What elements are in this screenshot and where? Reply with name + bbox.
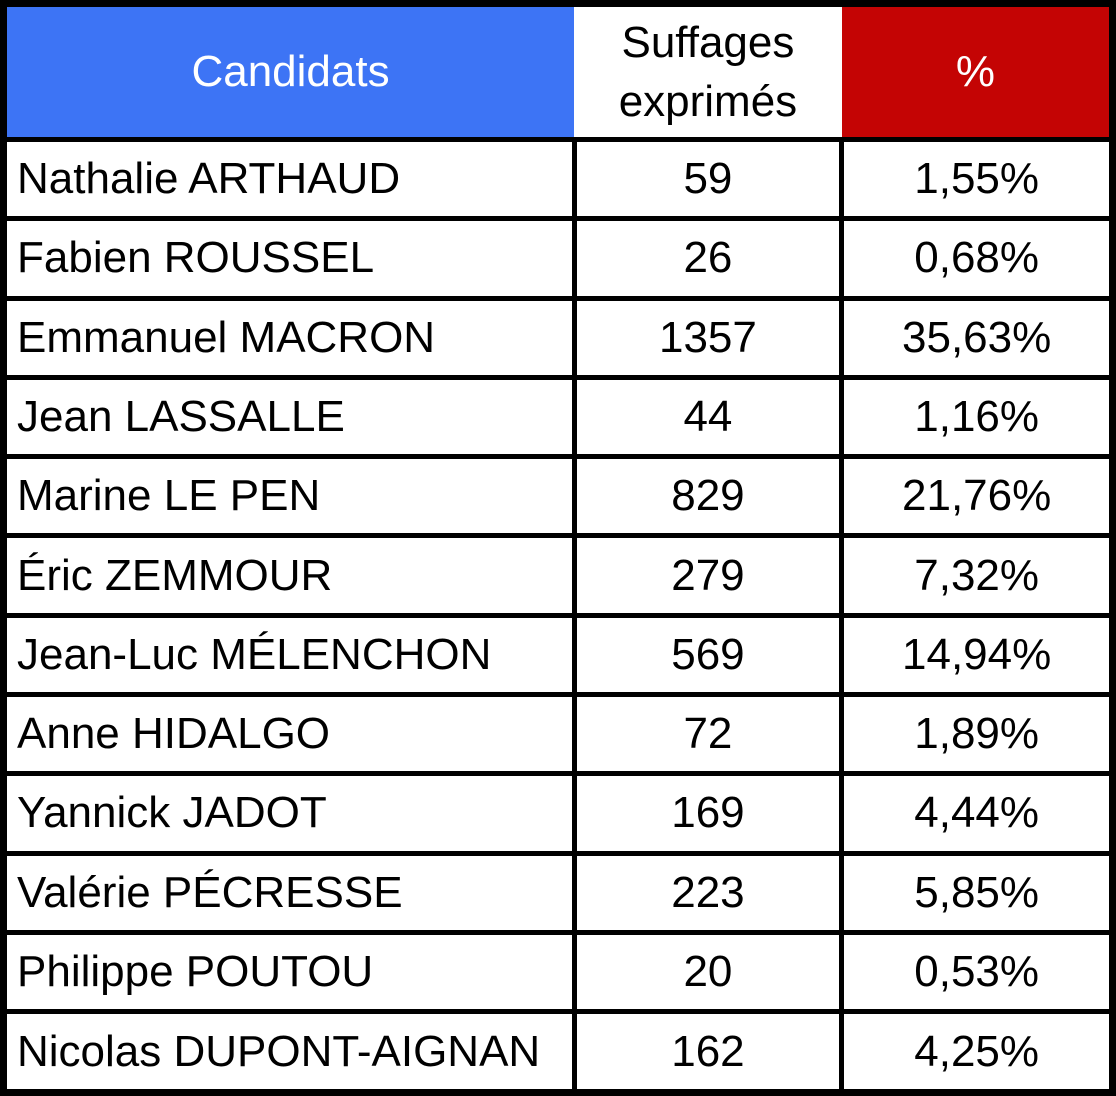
percent-value: 7,32% — [839, 533, 1115, 618]
table-row: Fabien ROUSSEL 26 0,68% — [1, 216, 1115, 301]
table-row: Emmanuel MACRON 1357 35,63% — [1, 295, 1115, 380]
candidate-name: Jean LASSALLE — [1, 374, 577, 460]
candidate-name: Marine LE PEN — [1, 454, 577, 539]
candidate-name: Emmanuel MACRON — [1, 295, 577, 380]
candidate-name: Éric ZEMMOUR — [1, 533, 577, 618]
percent-value: 4,25% — [839, 1009, 1115, 1095]
percent-value: 14,94% — [839, 612, 1115, 697]
table-row: Jean LASSALLE 44 1,16% — [1, 374, 1115, 460]
column-header-percent: % — [841, 3, 1113, 140]
column-header-suffrages: Suffages exprimés — [574, 3, 842, 140]
votes-value: 169 — [571, 771, 845, 856]
votes-value: 26 — [571, 216, 845, 301]
candidate-name: Jean-Luc MÉLENCHON — [1, 612, 577, 697]
percent-value: 0,68% — [839, 216, 1115, 301]
votes-value: 162 — [571, 1009, 845, 1095]
candidate-name: Nicolas DUPONT-AIGNAN — [1, 1009, 577, 1095]
candidate-name: Valérie PÉCRESSE — [1, 850, 577, 935]
percent-value: 4,44% — [839, 771, 1115, 856]
percent-value: 5,85% — [839, 850, 1115, 935]
candidate-name: Nathalie ARTHAUD — [1, 136, 577, 222]
candidate-name: Fabien ROUSSEL — [1, 216, 577, 301]
votes-value: 829 — [571, 454, 845, 539]
table-row: Marine LE PEN 829 21,76% — [1, 454, 1115, 539]
column-header-candidats: Candidats — [3, 3, 575, 140]
table-row: Anne HIDALGO 72 1,89% — [1, 691, 1115, 777]
candidate-name: Philippe POUTOU — [1, 929, 577, 1015]
header-row: Candidats Suffages exprimés % — [3, 3, 1113, 140]
candidate-name: Anne HIDALGO — [1, 691, 577, 777]
table-row: Yannick JADOT 169 4,44% — [1, 771, 1115, 856]
table-row: Valérie PÉCRESSE 223 5,85% — [1, 850, 1115, 935]
percent-value: 21,76% — [839, 454, 1115, 539]
table-row: Nicolas DUPONT-AIGNAN 162 4,25% — [1, 1009, 1115, 1095]
votes-value: 279 — [571, 533, 845, 618]
table-row: Jean-Luc MÉLENCHON 569 14,94% — [1, 612, 1115, 697]
table-row: Philippe POUTOU 20 0,53% — [1, 929, 1115, 1015]
table-row: Nathalie ARTHAUD 59 1,55% — [1, 136, 1115, 222]
votes-value: 1357 — [571, 295, 845, 380]
votes-value: 59 — [571, 136, 845, 222]
votes-value: 44 — [571, 374, 845, 460]
percent-value: 0,53% — [839, 929, 1115, 1015]
percent-value: 1,16% — [839, 374, 1115, 460]
votes-value: 20 — [571, 929, 845, 1015]
percent-value: 1,89% — [839, 691, 1115, 777]
percent-value: 1,55% — [839, 136, 1115, 222]
percent-value: 35,63% — [839, 295, 1115, 380]
votes-value: 223 — [571, 850, 845, 935]
votes-value: 72 — [571, 691, 845, 777]
table-row: Éric ZEMMOUR 279 7,32% — [1, 533, 1115, 618]
votes-value: 569 — [571, 612, 845, 697]
candidate-name: Yannick JADOT — [1, 771, 577, 856]
